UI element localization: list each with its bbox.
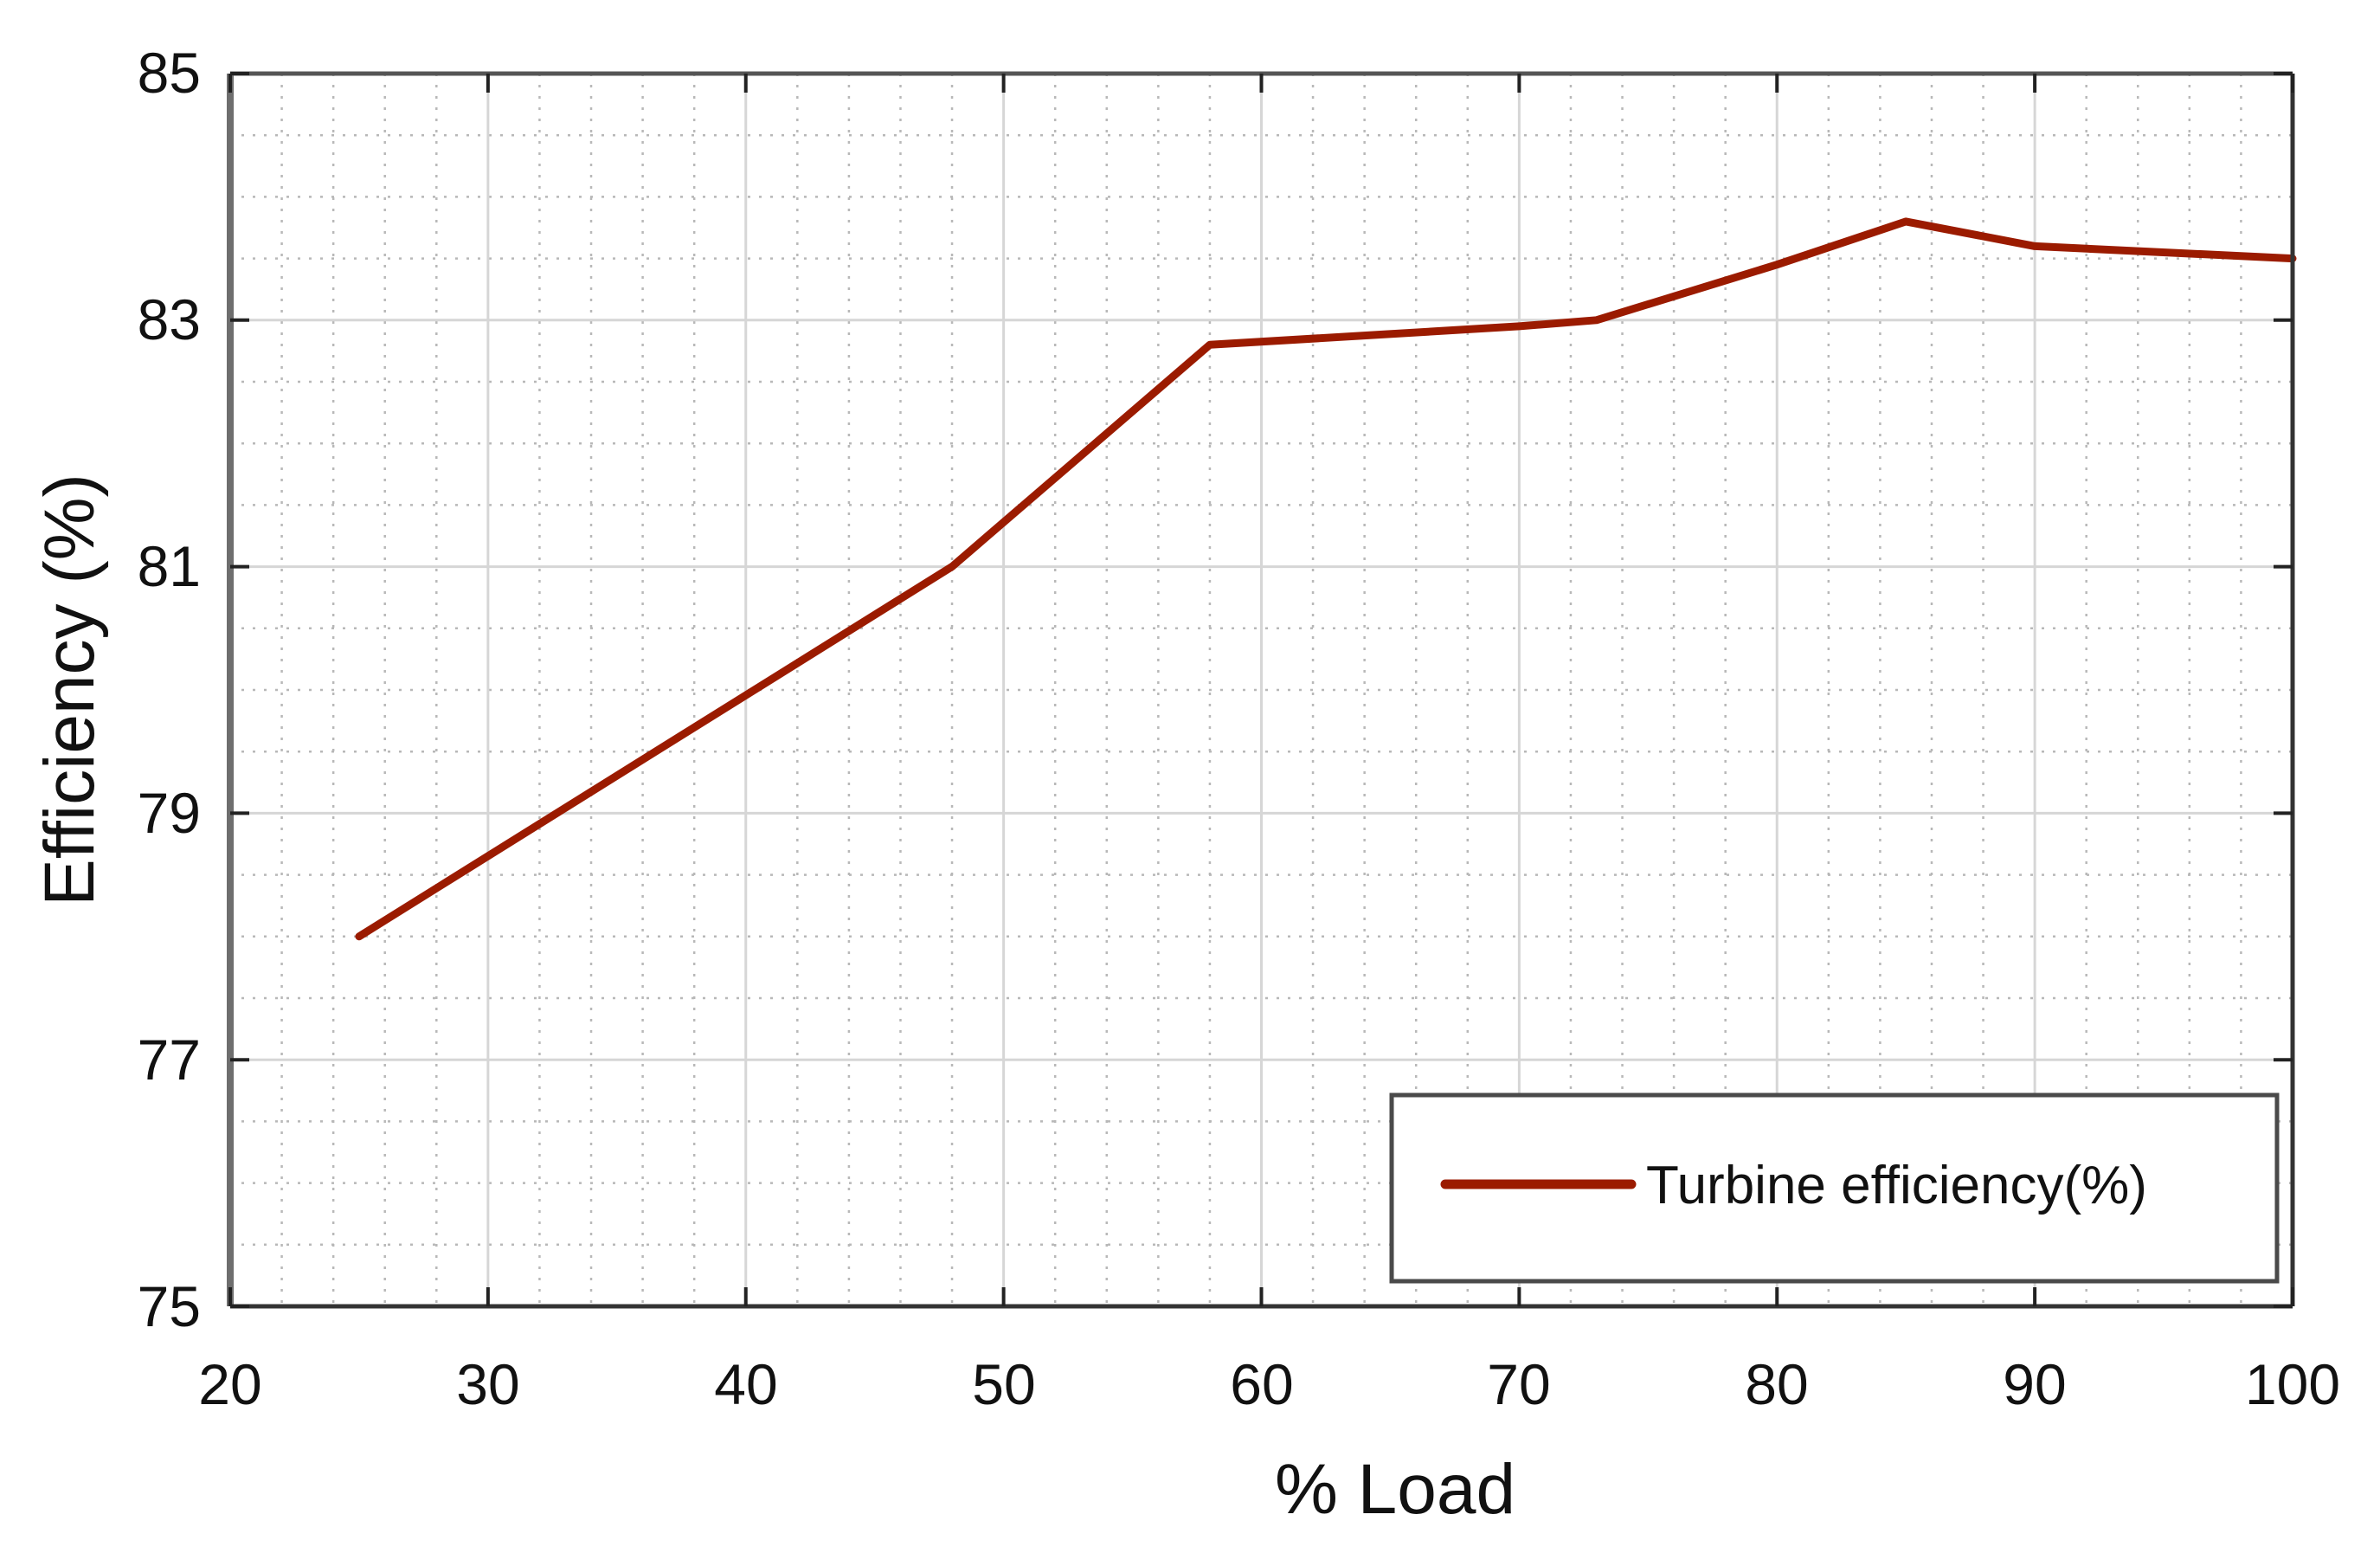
y-tick-labels: 75 77 79 81 83 85 <box>138 41 201 1338</box>
x-tick-label: 20 <box>198 1352 261 1416</box>
x-tick-label: 40 <box>714 1352 777 1416</box>
y-tick-label: 85 <box>138 41 201 105</box>
x-tick-labels: 20 30 40 50 60 70 80 90 100 <box>198 1352 2340 1416</box>
axis-ticks <box>228 72 2294 1308</box>
x-tick-label: 50 <box>972 1352 1035 1416</box>
x-tick-label: 60 <box>1230 1352 1293 1416</box>
turbine-efficiency-line <box>355 217 2297 941</box>
y-tick-label: 79 <box>138 781 201 845</box>
legend: Turbine efficiency(%) <box>1389 1092 2280 1284</box>
x-tick-label: 30 <box>456 1352 519 1416</box>
x-tick-label: 70 <box>1487 1352 1550 1416</box>
x-axis-title: % Load <box>1275 1450 1515 1529</box>
y-tick-label: 81 <box>138 534 201 598</box>
y-axis-title: Efficiency (%) <box>30 474 109 906</box>
y-tick-label: 75 <box>138 1274 201 1338</box>
legend-label: Turbine efficiency(%) <box>1646 1156 2147 1215</box>
x-tick-label: 90 <box>2003 1352 2066 1416</box>
x-tick-label: 80 <box>1745 1352 1808 1416</box>
y-tick-label: 83 <box>138 287 201 351</box>
y-tick-label: 77 <box>138 1028 201 1092</box>
x-tick-label: 100 <box>2245 1352 2340 1416</box>
